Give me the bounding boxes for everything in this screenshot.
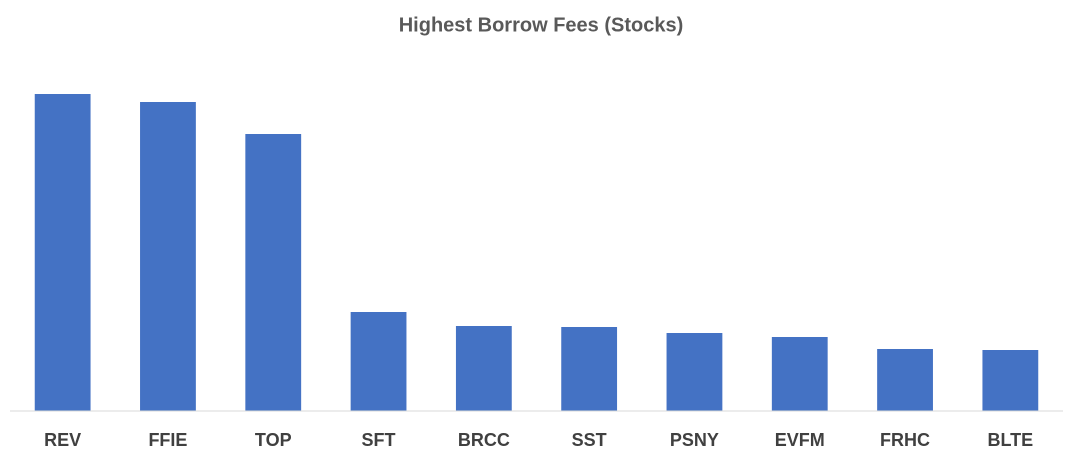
- bar: [455, 326, 512, 411]
- chart-title: Highest Borrow Fees (Stocks): [399, 14, 684, 36]
- bar: [350, 312, 407, 411]
- x-tick-label: PSNY: [670, 430, 719, 450]
- bar: [34, 94, 91, 411]
- x-tick-label: BLTE: [988, 430, 1034, 450]
- bar: [561, 327, 618, 411]
- x-tick-label: SFT: [362, 430, 396, 450]
- x-tick-label: TOP: [255, 430, 292, 450]
- x-tick-label: BRCC: [458, 430, 510, 450]
- bar: [877, 349, 933, 411]
- x-tick-label: REV: [44, 430, 81, 450]
- x-tick-label: FRHC: [880, 430, 930, 450]
- x-tick-label: FFIE: [148, 430, 187, 450]
- x-tick-label: SST: [572, 430, 607, 450]
- bar: [771, 337, 828, 411]
- bar: [140, 102, 196, 411]
- bar: [666, 333, 723, 411]
- bar: [245, 134, 302, 411]
- x-tick-label: EVFM: [775, 430, 825, 450]
- bar: [982, 350, 1039, 411]
